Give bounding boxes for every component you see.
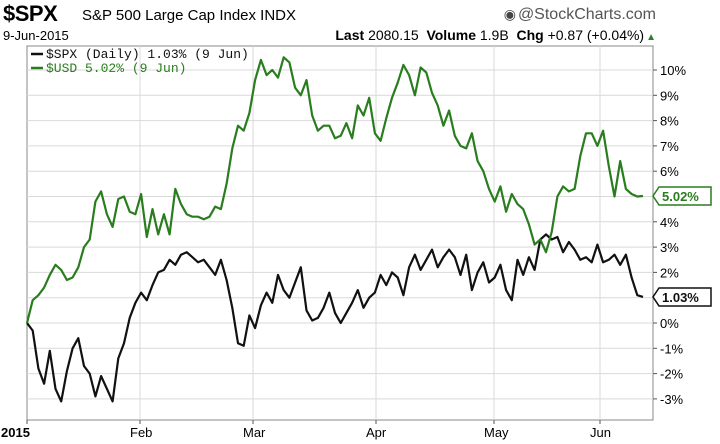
y-tick-label: 10% [660, 63, 686, 78]
stockcharts-logo-icon: ◉ [503, 6, 516, 22]
x-tick-label: Jun [590, 425, 611, 440]
index-name: S&P 500 Large Cap Index INDX [82, 7, 297, 24]
brand-logo[interactable]: ◉ @StockCharts.com [504, 6, 656, 24]
y-tick-label: -2% [660, 367, 684, 382]
up-arrow-icon: ▲ [646, 32, 656, 43]
y-tick-label: 0% [660, 316, 679, 331]
y-tick-label: 4% [660, 215, 679, 230]
x-tick-label: May [484, 425, 509, 440]
symbol-title: $SPX [3, 1, 58, 26]
last-label: Last [335, 27, 365, 43]
y-tick-label: -3% [660, 392, 684, 407]
x-tick-label: Feb [130, 425, 152, 440]
y-tick-label: 6% [660, 164, 679, 179]
plot-area [26, 45, 654, 421]
end-value-tags: 5.02% 1.03% [652, 186, 712, 307]
chart-date: 9-Jun-2015 [3, 28, 69, 43]
end-tag-label: 1.03% [662, 290, 699, 305]
series-lines [25, 56, 644, 403]
y-tick-label: 7% [660, 139, 679, 154]
y-axis-ticks: 10%9%8%7%6%5%4%3%2%1%0%-1%-2%-3% [653, 63, 686, 407]
y-tick-label: 3% [660, 240, 679, 255]
last-value: 2080.15 [368, 27, 419, 43]
legend-label: $SPX (Daily) 1.03% (9 Jun) [46, 47, 249, 62]
quote-stats: Last 2080.15 Volume 1.9B Chg +0.87 (+0.0… [335, 27, 656, 43]
legend: $SPX (Daily) 1.03% (9 Jun)$USD 5.02% (9 … [31, 47, 249, 76]
usd-line [25, 56, 644, 324]
chg-value: +0.87 (+0.04%) [547, 27, 645, 43]
y-tick-label: -1% [660, 341, 684, 356]
x-tick-label: Mar [243, 425, 266, 440]
end-tag: 5.02% [652, 186, 712, 206]
end-tag: 1.03% [652, 287, 712, 307]
volume-value: 1.9B [479, 27, 509, 43]
x-axis-ticks: 2015 Feb Mar Apr May Jun [1, 420, 611, 440]
y-tick-label: 9% [660, 88, 679, 103]
end-tag-box [652, 186, 712, 206]
legend-label: $USD 5.02% (9 Jun) [46, 61, 186, 76]
end-tag-box [652, 287, 712, 307]
chart-header: $SPX S&P 500 Large Cap Index INDX ◉ @Stoc… [0, 0, 720, 48]
volume-label: Volume [426, 27, 476, 43]
x-tick-label: 2015 [1, 425, 30, 440]
y-tick-label: 8% [660, 114, 679, 129]
end-tag-label: 5.02% [662, 189, 699, 204]
brand-text: @StockCharts.com [517, 6, 656, 23]
x-tick-label: Apr [366, 425, 387, 440]
y-tick-label: 2% [660, 265, 679, 280]
chg-label: Chg [516, 27, 544, 43]
